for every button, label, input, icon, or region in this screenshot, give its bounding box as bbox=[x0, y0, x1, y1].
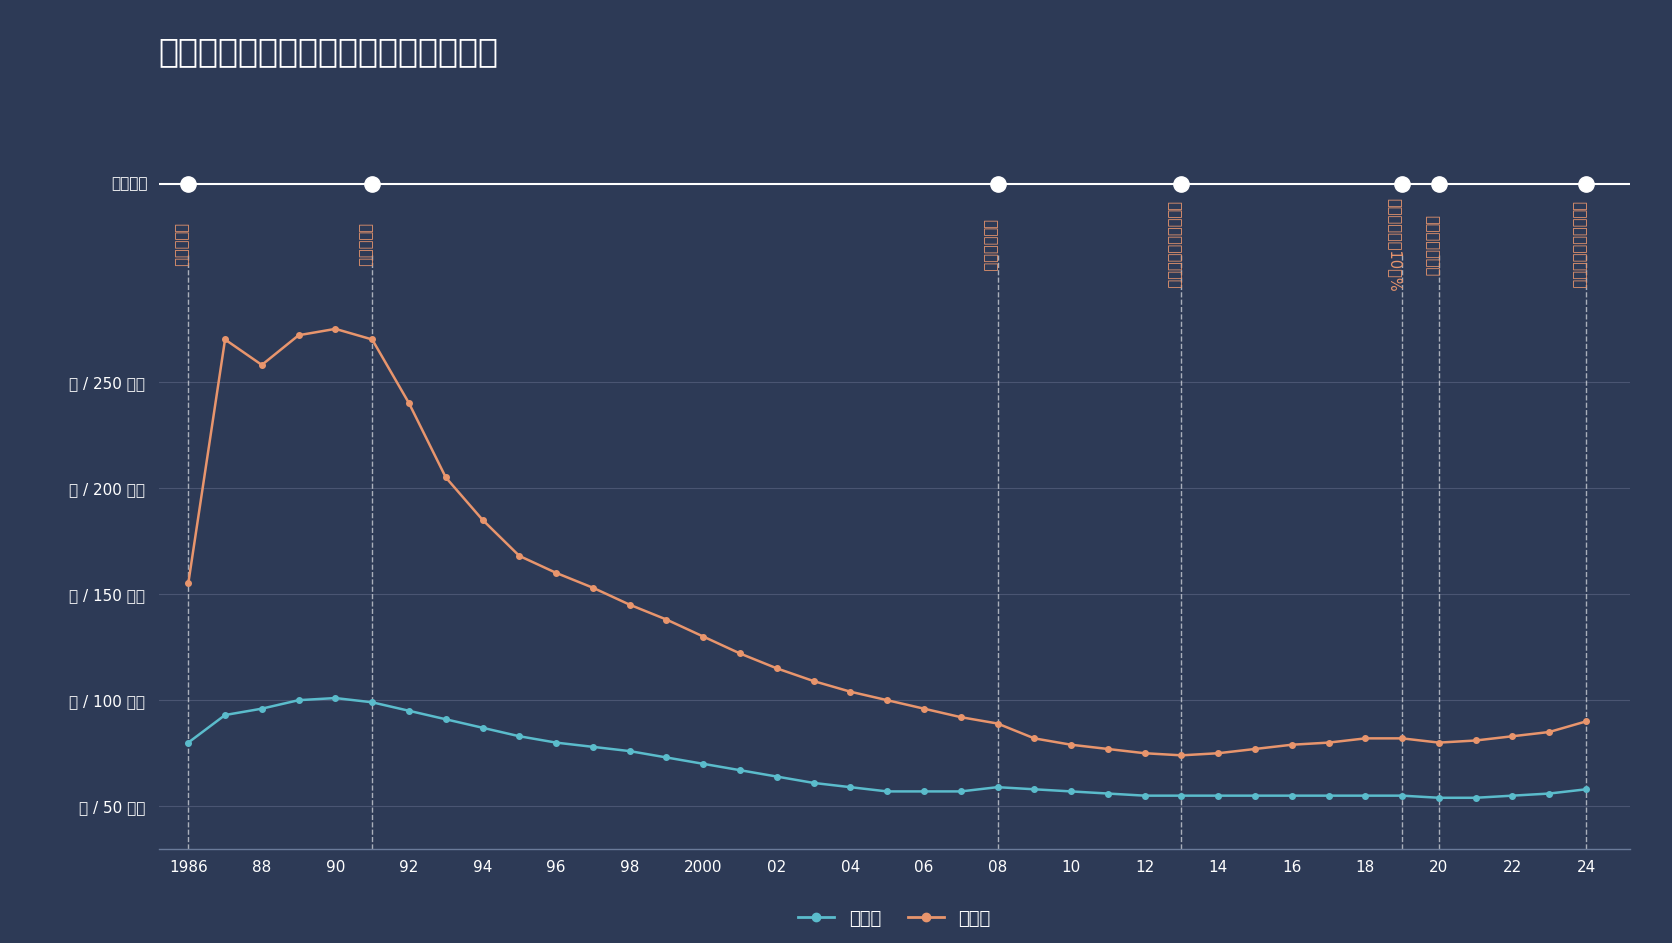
Text: 世界金融危機: 世界金融危機 bbox=[983, 219, 998, 272]
Legend: 住宅地, 商業地: 住宅地, 商業地 bbox=[791, 902, 998, 935]
Text: 増税　消費税10．%: 増税 消費税10．% bbox=[1388, 198, 1403, 292]
Text: 日銀　異次元緩和終了: 日銀 異次元緩和終了 bbox=[1572, 202, 1587, 289]
Text: バブル崩壊: バブル崩壊 bbox=[358, 223, 373, 267]
Text: 栄区が発足: 栄区が発足 bbox=[174, 223, 189, 267]
Text: 経済年表: 経済年表 bbox=[112, 176, 147, 191]
Text: コロナ感染拡大: コロナ感染拡大 bbox=[1425, 215, 1440, 275]
Text: 横浜市栄区　土地価格の推移（平均）: 横浜市栄区 土地価格の推移（平均） bbox=[159, 36, 498, 68]
Text: 日銀　異次元金融緩和: 日銀 異次元金融緩和 bbox=[1167, 202, 1182, 289]
